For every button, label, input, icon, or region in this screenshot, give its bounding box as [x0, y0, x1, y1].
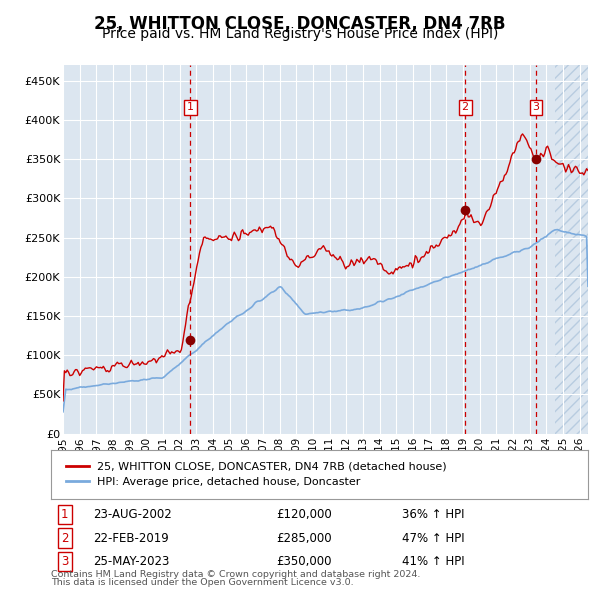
Text: 25, WHITTON CLOSE, DONCASTER, DN4 7RB: 25, WHITTON CLOSE, DONCASTER, DN4 7RB — [94, 15, 506, 33]
Text: Price paid vs. HM Land Registry's House Price Index (HPI): Price paid vs. HM Land Registry's House … — [102, 27, 498, 41]
Text: This data is licensed under the Open Government Licence v3.0.: This data is licensed under the Open Gov… — [51, 578, 353, 587]
Text: 2: 2 — [61, 532, 68, 545]
Text: 41% ↑ HPI: 41% ↑ HPI — [402, 555, 464, 568]
Text: 3: 3 — [61, 555, 68, 568]
Text: £120,000: £120,000 — [276, 508, 332, 521]
Bar — [554, 65, 588, 434]
Text: 23-AUG-2002: 23-AUG-2002 — [93, 508, 172, 521]
Text: 1: 1 — [61, 508, 68, 521]
Text: 36% ↑ HPI: 36% ↑ HPI — [402, 508, 464, 521]
Text: 47% ↑ HPI: 47% ↑ HPI — [402, 532, 464, 545]
Text: 22-FEB-2019: 22-FEB-2019 — [93, 532, 169, 545]
Text: Contains HM Land Registry data © Crown copyright and database right 2024.: Contains HM Land Registry data © Crown c… — [51, 571, 421, 579]
Text: 25-MAY-2023: 25-MAY-2023 — [93, 555, 169, 568]
Text: 3: 3 — [533, 102, 539, 112]
Text: 2: 2 — [461, 102, 469, 112]
Text: £350,000: £350,000 — [276, 555, 331, 568]
Text: £285,000: £285,000 — [276, 532, 332, 545]
Legend: 25, WHITTON CLOSE, DONCASTER, DN4 7RB (detached house), HPI: Average price, deta: 25, WHITTON CLOSE, DONCASTER, DN4 7RB (d… — [62, 457, 452, 491]
Text: 1: 1 — [187, 102, 194, 112]
